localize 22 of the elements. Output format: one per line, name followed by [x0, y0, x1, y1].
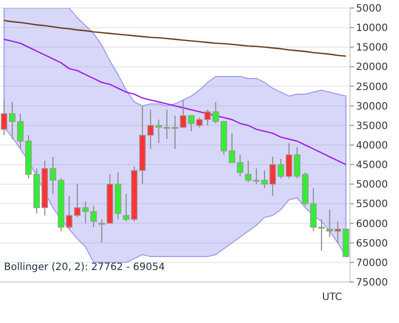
y-tick-label: 35000: [356, 120, 388, 132]
y-tick-label: 15000: [356, 42, 388, 54]
y-tick-label: 30000: [356, 101, 388, 112]
y-tick-label: 70000: [356, 258, 388, 269]
y-tick-label: 45000: [356, 160, 388, 172]
candlestick: [172, 115, 178, 150]
y-tick-label: 50000: [356, 180, 388, 191]
y-tick-label: 55000: [356, 199, 388, 210]
y-tick-label: 65000: [356, 238, 388, 250]
candlestick: [236, 154, 244, 177]
y-tick-label: 60000: [356, 218, 388, 230]
text: UTC: [322, 292, 342, 303]
y-tick-label: 20000: [356, 62, 388, 74]
line-series: [3, 38, 347, 166]
y-tick-label: 25000: [356, 82, 388, 93]
line-series: [3, 20, 347, 57]
y-tick-label: 40000: [356, 140, 388, 152]
candlestick: [90, 205, 97, 228]
y-tick-label: 5000: [356, 4, 382, 14]
y-tick-label: 75000: [356, 278, 388, 288]
annotation: Bollinger (20, 2): 27762 - 69054: [4, 262, 165, 273]
y-tick-label: 10000: [356, 23, 388, 34]
